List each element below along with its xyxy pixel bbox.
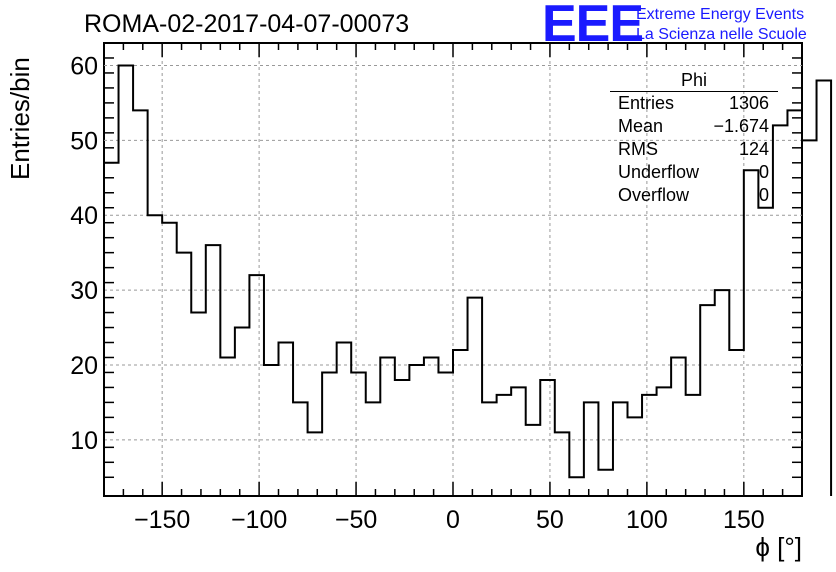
histogram-bin — [366, 402, 381, 496]
stats-value: 0 — [758, 185, 769, 205]
histogram-bin — [526, 425, 541, 496]
histogram-bin — [715, 290, 730, 496]
histogram-bin — [657, 387, 672, 496]
histogram-bin — [686, 395, 701, 496]
histogram-bin — [758, 208, 773, 496]
x-tick-label: 0 — [446, 506, 460, 534]
y-tick-label: 20 — [70, 352, 98, 380]
histogram-bin — [642, 395, 657, 496]
histogram-bin — [802, 140, 817, 496]
histogram-bin — [337, 343, 352, 496]
y-tick-label: 50 — [70, 127, 98, 155]
histogram-bin — [453, 350, 468, 496]
histogram-bin — [482, 402, 497, 496]
stats-label: Mean — [618, 116, 664, 136]
stats-value: 0 — [758, 162, 769, 182]
histogram-bin — [351, 372, 366, 496]
histogram-bin — [584, 402, 599, 496]
histogram-bin — [598, 470, 613, 496]
histogram-bin — [177, 253, 192, 496]
stats-value: −1.674 — [713, 116, 769, 136]
histogram-bin — [162, 223, 177, 496]
stats-value: 124 — [738, 139, 769, 159]
histogram-bin — [511, 387, 526, 496]
run-title: ROMA-02-2017-04-07-00073 — [84, 10, 410, 38]
histogram-bin — [235, 328, 250, 496]
stats-row-underflow: Underflow 0 — [610, 161, 778, 184]
histogram-bin — [497, 395, 512, 496]
x-tick-label: 50 — [536, 506, 564, 534]
x-tick-label: −50 — [335, 506, 377, 534]
x-tick-label: −100 — [231, 506, 287, 534]
stats-row-entries: Entries 1306 — [610, 92, 778, 115]
y-tick-label: 30 — [70, 277, 98, 305]
logo-subtitle-2: La Scienza nelle Scuole — [636, 26, 807, 43]
histogram-bin — [700, 305, 715, 496]
histogram-bin — [322, 372, 337, 496]
histogram-bin — [540, 380, 555, 496]
x-axis-label: ϕ [°] — [755, 532, 802, 562]
histogram-bin — [613, 402, 628, 496]
stats-row-overflow: Overflow 0 — [610, 184, 778, 207]
stats-label: Underflow — [618, 162, 700, 182]
histogram-bin — [409, 365, 424, 496]
histogram-bin — [555, 432, 570, 496]
histogram-bin — [279, 343, 294, 496]
stats-box: Phi Entries 1306 Mean −1.674 RMS 124 Und… — [610, 70, 778, 207]
histogram-bin — [787, 110, 802, 496]
histogram-bin — [395, 380, 410, 496]
histogram-bin — [817, 80, 832, 496]
stats-row-mean: Mean −1.674 — [610, 115, 778, 138]
x-tick-label: 150 — [723, 506, 765, 534]
histogram-bin — [744, 170, 759, 496]
eee-logo: EEE — [542, 0, 644, 53]
logo-subtitle-1: Extreme Energy Events — [636, 6, 805, 23]
histogram-bin — [438, 372, 453, 496]
stats-value: 1306 — [728, 93, 769, 113]
histogram-bin — [104, 163, 119, 496]
histogram-bin — [424, 357, 439, 496]
y-tick-label: 60 — [70, 52, 98, 80]
x-tick-label: 100 — [626, 506, 668, 534]
histogram-bin — [729, 350, 744, 496]
x-tick-label: −150 — [134, 506, 190, 534]
stats-label: Overflow — [618, 185, 690, 205]
histogram-bin — [220, 357, 235, 496]
histogram-bin — [569, 477, 584, 496]
stats-title: Phi — [610, 70, 778, 92]
y-tick-label: 40 — [70, 202, 98, 230]
y-axis-label: Entries/bin — [5, 57, 35, 180]
histogram-bin — [191, 313, 206, 496]
stats-label: Entries — [618, 93, 675, 113]
histogram-bin — [133, 110, 148, 496]
histogram-bin — [206, 245, 221, 496]
histogram-bin — [468, 298, 483, 496]
stats-row-rms: RMS 124 — [610, 138, 778, 161]
histogram-bin — [264, 365, 279, 496]
stats-label: RMS — [618, 139, 658, 159]
histogram-bin — [249, 275, 264, 496]
y-tick-label: 10 — [70, 427, 98, 455]
histogram-bin — [119, 65, 134, 496]
histogram-line — [103, 64, 833, 496]
histogram-bin — [671, 357, 686, 496]
histogram-bin — [148, 215, 163, 496]
histogram-bin — [293, 402, 308, 496]
histogram-bin — [308, 432, 323, 496]
histogram-bin — [380, 357, 395, 496]
histogram-bin — [628, 417, 643, 496]
